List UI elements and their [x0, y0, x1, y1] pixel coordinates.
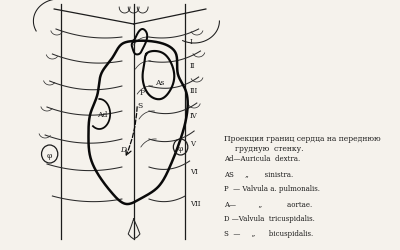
- Text: D —Valvula  tricuspidalis.: D —Valvula tricuspidalis.: [224, 214, 315, 222]
- Text: φ: φ: [178, 144, 183, 152]
- Text: AS     „       sinistra.: AS „ sinistra.: [224, 169, 293, 177]
- Text: I: I: [190, 38, 192, 46]
- Text: As: As: [155, 79, 165, 87]
- Text: A—          „           aortae.: A— „ aortae.: [224, 199, 312, 207]
- Text: Ad—Auricula  dextra.: Ad—Auricula dextra.: [224, 154, 300, 162]
- Text: Ad: Ad: [97, 110, 107, 118]
- Text: φ: φ: [47, 152, 52, 159]
- Text: II: II: [190, 62, 195, 70]
- Text: грудную  стенку.: грудную стенку.: [235, 144, 303, 152]
- Text: S: S: [137, 102, 142, 110]
- Text: P: P: [140, 89, 145, 96]
- Text: VII: VII: [190, 199, 200, 207]
- Text: V: V: [190, 140, 195, 147]
- Text: S  —     „      bicuspidalis.: S — „ bicuspidalis.: [224, 229, 313, 237]
- Text: III: III: [190, 87, 198, 94]
- Text: VI: VI: [190, 167, 197, 175]
- Text: IV: IV: [190, 112, 197, 120]
- Text: Проекция границ сердца на переднюю: Проекция границ сердца на переднюю: [224, 134, 380, 142]
- Text: P  — Valvula a. pulmonalis.: P — Valvula a. pulmonalis.: [224, 184, 320, 192]
- Text: D: D: [120, 146, 126, 154]
